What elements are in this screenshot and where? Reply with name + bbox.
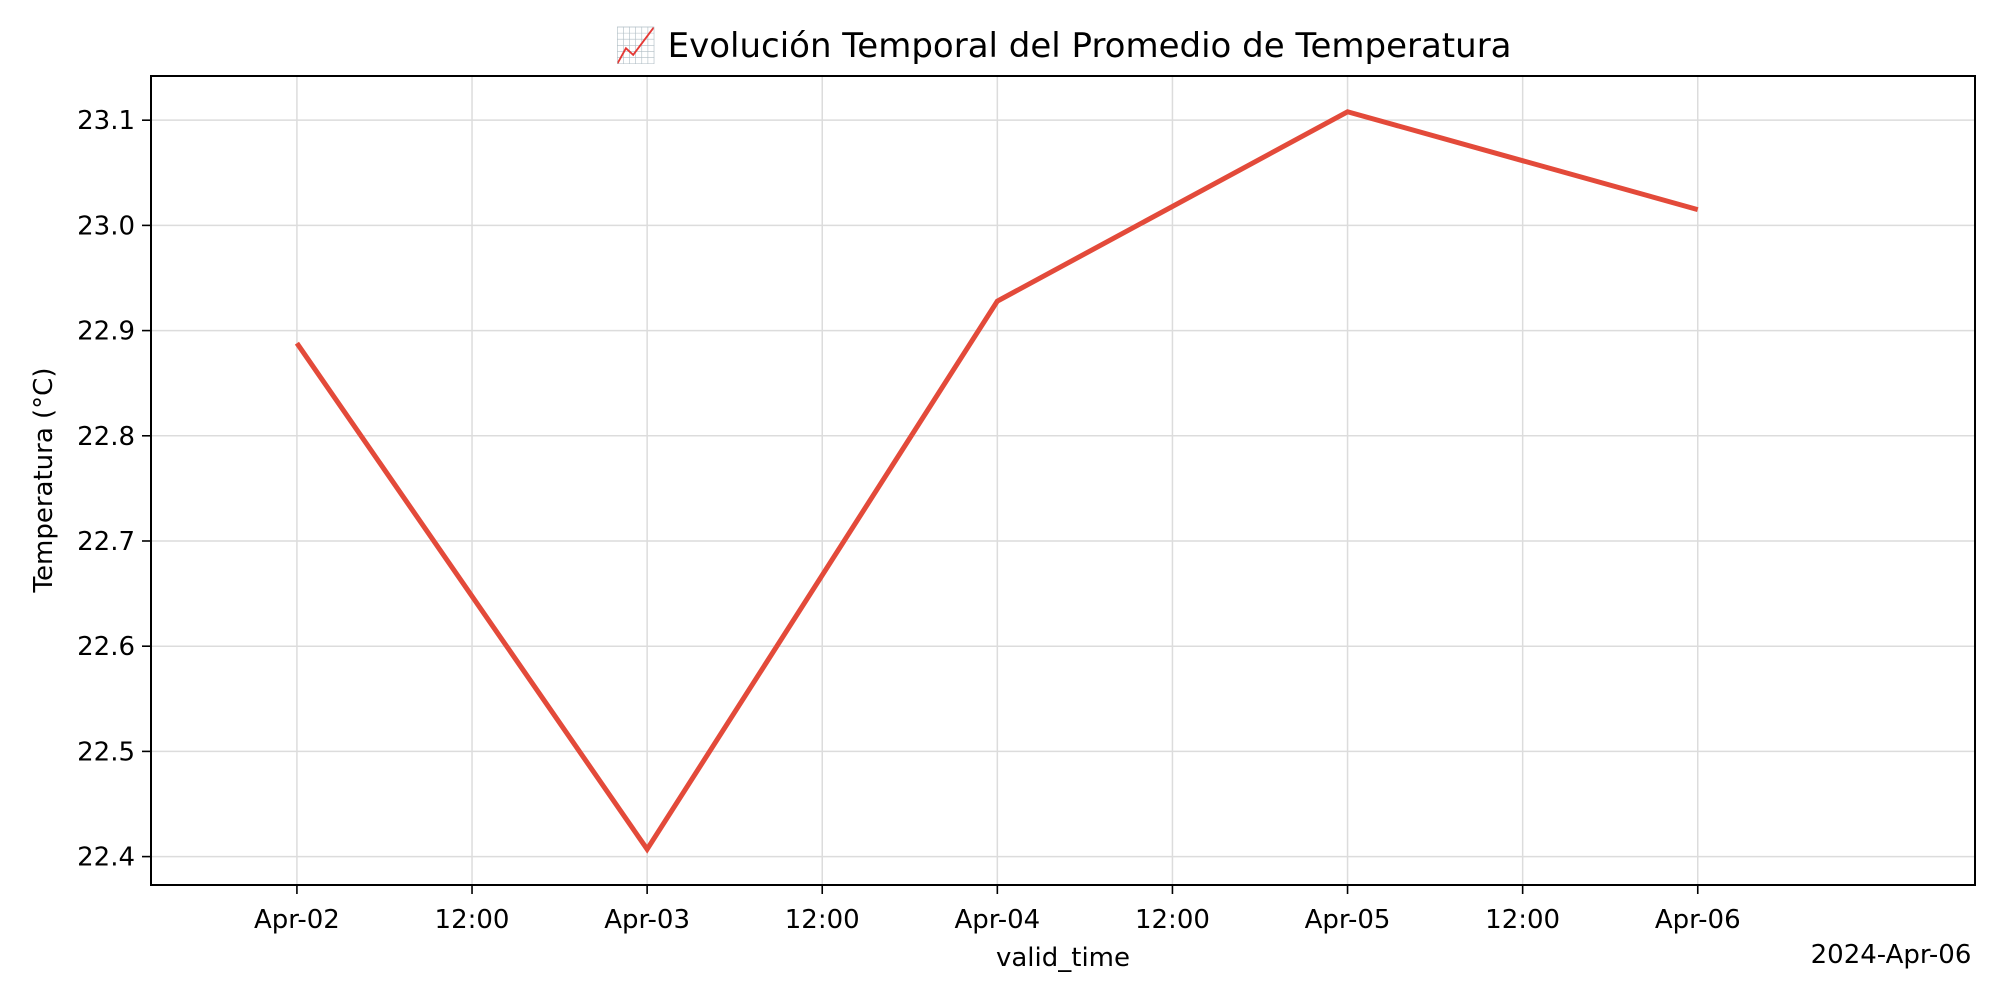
x-tick-label: 12:00 <box>435 905 510 935</box>
y-tick-label: 22.8 <box>77 422 135 452</box>
x-tick-label: Apr-06 <box>1655 905 1741 935</box>
grid-lines <box>151 76 1975 885</box>
y-tick-label: 22.4 <box>77 843 135 873</box>
x-tick-label: 12:00 <box>1135 905 1210 935</box>
series-layer <box>294 109 1699 854</box>
y-tick-label: 22.9 <box>77 317 135 347</box>
y-tick-label: 23.1 <box>77 106 135 136</box>
y-axis-label: Temperatura (°C) <box>29 368 59 594</box>
y-tick-label: 22.5 <box>77 737 135 767</box>
y-tick-label: 22.6 <box>77 632 135 662</box>
x-axis-label: valid_time <box>996 943 1130 973</box>
temperature-series-line <box>294 109 1699 854</box>
x-tick-label: 12:00 <box>1485 905 1560 935</box>
x-axis-offset-label: 2024-Apr-06 <box>1811 940 1972 970</box>
plot-area-frame <box>150 75 1976 886</box>
y-axis-ticks: 22.4 22.5 22.6 22.7 22.8 22.9 23.0 23.1 <box>77 106 151 873</box>
x-tick-label: Apr-02 <box>254 905 340 935</box>
x-tick-label: 12:00 <box>785 905 860 935</box>
x-tick-label: Apr-03 <box>604 905 690 935</box>
x-tick-label: Apr-04 <box>954 905 1040 935</box>
y-tick-label: 22.7 <box>77 527 135 557</box>
chart-title: 📈 Evolución Temporal del Promedio de Tem… <box>614 26 1511 66</box>
y-tick-label: 23.0 <box>77 211 135 241</box>
x-axis-ticks: Apr-02 12:00 Apr-03 12:00 Apr-04 12:00 Apr-05 1… <box>254 885 1741 935</box>
x-tick-label: Apr-05 <box>1305 905 1391 935</box>
